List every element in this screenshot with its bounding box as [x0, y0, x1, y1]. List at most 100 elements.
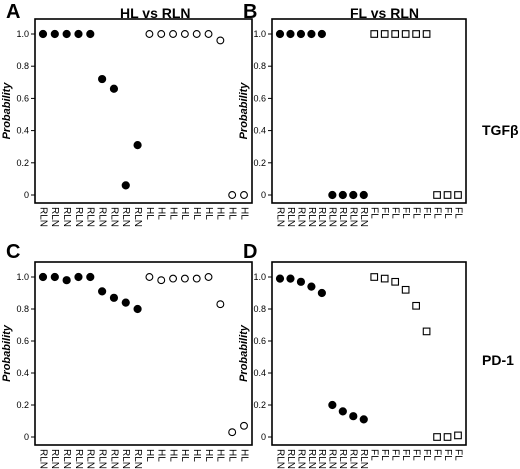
x-category-label: RLN	[327, 449, 338, 469]
x-category-label: HL	[191, 207, 202, 220]
x-category-label: HL	[144, 207, 155, 220]
x-category-label: FL	[400, 449, 411, 461]
data-point-open-circle	[216, 36, 225, 45]
x-category-label: FL	[390, 449, 401, 461]
data-point-open-circle	[216, 300, 225, 309]
data-point-open-square	[454, 431, 462, 440]
row-label-tgfb: TGFβ	[482, 122, 519, 138]
x-category-label: RLN	[61, 207, 72, 227]
y-tick-label: 0.6	[16, 336, 29, 346]
x-category-label: FL	[410, 449, 421, 461]
x-category-label: RLN	[49, 207, 60, 227]
data-point-open-square	[412, 30, 420, 38]
data-point-filled-circle	[349, 412, 358, 421]
data-point-filled-circle	[62, 276, 71, 285]
data-point-filled-circle	[275, 274, 285, 283]
x-category-label: RLN	[295, 207, 306, 227]
data-point-filled-circle	[86, 272, 95, 282]
x-category-label: RLN	[337, 449, 348, 469]
data-point-filled-circle	[109, 293, 119, 302]
x-category-label: FL	[442, 449, 453, 461]
data-point-open-square	[422, 327, 431, 336]
x-category-label: RLN	[132, 207, 143, 227]
x-category-label: FL	[369, 449, 380, 461]
x-category-label: RLN	[348, 207, 359, 227]
y-tick-label: 0.8	[253, 61, 266, 71]
x-category-label: RLN	[316, 207, 327, 227]
data-point-filled-circle	[296, 277, 306, 286]
x-category-label: RLN	[37, 449, 48, 469]
x-category-label: RLN	[120, 207, 131, 227]
x-category-label: RLN	[306, 449, 317, 469]
y-tick-label: 0.6	[16, 93, 29, 103]
data-point-filled-circle	[38, 272, 48, 282]
x-category-label: HL	[203, 449, 214, 462]
x-category-label: RLN	[274, 207, 285, 227]
data-point-open-square	[401, 30, 410, 38]
x-category-label: FL	[452, 207, 463, 219]
x-category-label: RLN	[358, 207, 369, 227]
y-tick-label: 1.0	[16, 272, 29, 282]
data-point-open-circle	[240, 421, 248, 430]
data-point-open-square	[412, 301, 420, 310]
panel-letter-B: B	[243, 1, 257, 23]
data-point-filled-circle	[121, 298, 130, 307]
data-point-filled-circle	[317, 29, 326, 39]
panel-D-frame	[271, 261, 467, 446]
x-category-label: FL	[442, 207, 453, 219]
data-point-open-circle	[145, 273, 154, 281]
x-category-label: HL	[203, 207, 214, 220]
data-point-filled-circle	[74, 29, 83, 39]
data-point-open-circle	[157, 30, 166, 38]
data-point-open-square	[401, 285, 410, 294]
x-category-label: RLN	[96, 207, 107, 227]
data-point-open-square	[433, 191, 441, 199]
data-point-filled-circle	[121, 181, 130, 190]
x-category-label: RLN	[108, 449, 119, 469]
data-point-filled-circle	[307, 29, 316, 39]
data-point-open-circle	[204, 273, 213, 281]
data-point-open-circle	[228, 191, 237, 199]
data-point-filled-circle	[338, 190, 347, 200]
x-category-label: FL	[379, 207, 390, 219]
y-tick-label: 0.8	[16, 61, 29, 71]
data-point-filled-circle	[133, 140, 142, 150]
panel-A-frame	[34, 18, 253, 204]
data-point-open-square	[454, 191, 462, 199]
data-point-filled-circle	[307, 282, 316, 291]
data-point-filled-circle	[359, 190, 368, 200]
y-axis-label: Probability	[1, 324, 13, 382]
y-axis-label: Probability	[238, 82, 250, 140]
data-point-open-square	[391, 30, 400, 38]
y-tick-label: 0.4	[16, 368, 29, 378]
x-category-label: RLN	[73, 207, 84, 227]
data-point-open-circle	[204, 30, 213, 38]
y-tick-label: 0	[261, 432, 266, 442]
data-point-filled-circle	[98, 74, 107, 84]
data-point-open-square	[443, 433, 452, 441]
x-category-label: FL	[452, 449, 463, 461]
x-category-label: RLN	[285, 207, 296, 227]
y-tick-label: 0	[261, 190, 266, 200]
y-tick-label: 0.8	[16, 304, 29, 314]
x-category-label: FL	[369, 207, 380, 219]
x-category-label: RLN	[85, 207, 96, 227]
x-category-label: FL	[431, 207, 442, 219]
y-tick-label: 1.0	[16, 29, 29, 39]
x-category-label: HL	[238, 207, 249, 220]
data-point-filled-circle	[38, 29, 48, 39]
y-tick-label: 0	[24, 190, 29, 200]
data-point-open-circle	[145, 30, 154, 38]
data-point-filled-circle	[328, 190, 337, 200]
data-point-filled-circle	[74, 272, 83, 282]
x-category-label: FL	[400, 207, 411, 219]
x-category-label: FL	[410, 207, 421, 219]
data-point-open-square	[433, 433, 441, 441]
data-point-open-circle	[169, 274, 178, 283]
x-category-label: RLN	[306, 207, 317, 227]
x-category-label: RLN	[61, 449, 72, 469]
x-category-label: HL	[227, 449, 238, 462]
panel-C-frame	[34, 261, 253, 446]
x-category-label: HL	[215, 449, 226, 462]
x-category-label: FL	[421, 449, 432, 461]
